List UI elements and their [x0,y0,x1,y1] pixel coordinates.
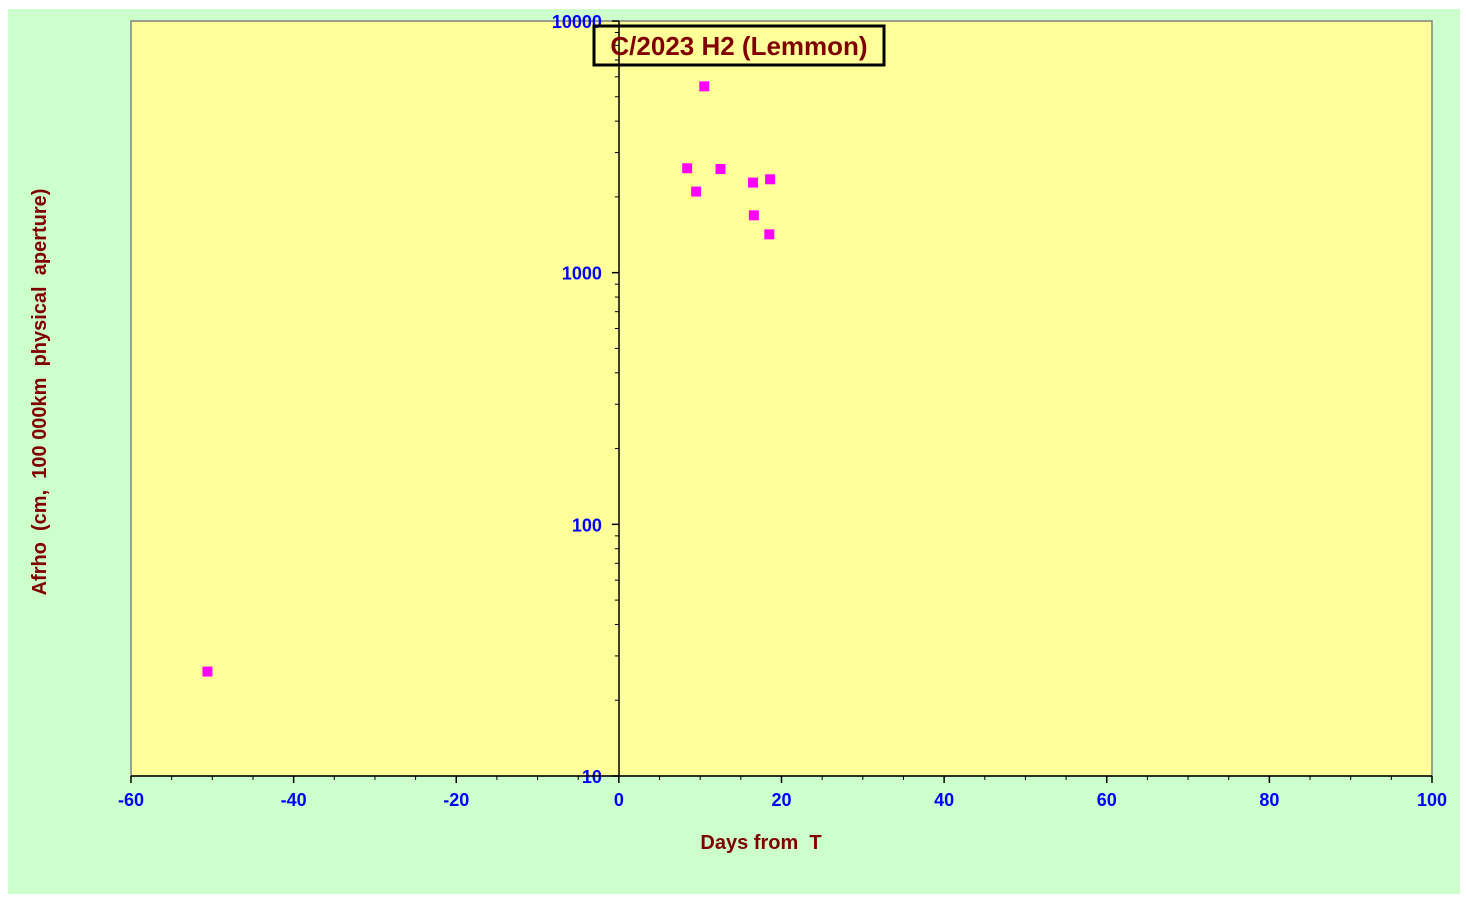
x-tick-label: 60 [1097,790,1117,810]
data-point [682,163,693,174]
plot-area [130,20,1433,777]
data-point [691,186,702,197]
chart-title-box: C/2023 H2 (Lemmon) [592,24,886,67]
x-tick-label: -20 [443,790,469,810]
data-point [765,174,776,185]
x-axis-ticks: -60 -40 -20 0 20 40 60 80 100 [118,776,1447,810]
y-tick-label: 10000 [552,12,602,32]
x-tick-label: -60 [118,790,144,810]
x-tick-label: 100 [1417,790,1447,810]
data-point [715,164,726,175]
data-point [748,210,759,221]
data-point [748,177,759,188]
x-tick-label: -40 [281,790,307,810]
x-tick-label: 80 [1259,790,1279,810]
chart-title: C/2023 H2 (Lemmon) [610,31,867,61]
data-point [202,666,213,677]
y-tick-label: 100 [572,515,602,535]
data-point [764,229,775,240]
x-axis-title: Days from T [700,832,821,854]
chart-title-frame [592,24,886,67]
data-point [699,81,710,92]
x-tick-label: 40 [934,790,954,810]
x-tick-label: 20 [771,790,791,810]
y-axis-title: Afrho (cm, 100 000km physical aperture) [29,189,51,596]
y-tick-label: 1000 [562,264,602,284]
data-points [202,81,776,677]
y-tick-label: 10 [582,767,602,787]
x-tick-label: 0 [614,790,624,810]
